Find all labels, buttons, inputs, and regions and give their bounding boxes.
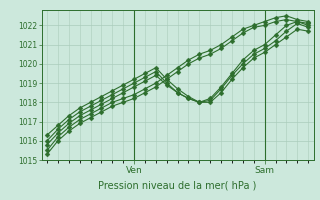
X-axis label: Pression niveau de la mer( hPa ): Pression niveau de la mer( hPa ) (99, 180, 257, 190)
